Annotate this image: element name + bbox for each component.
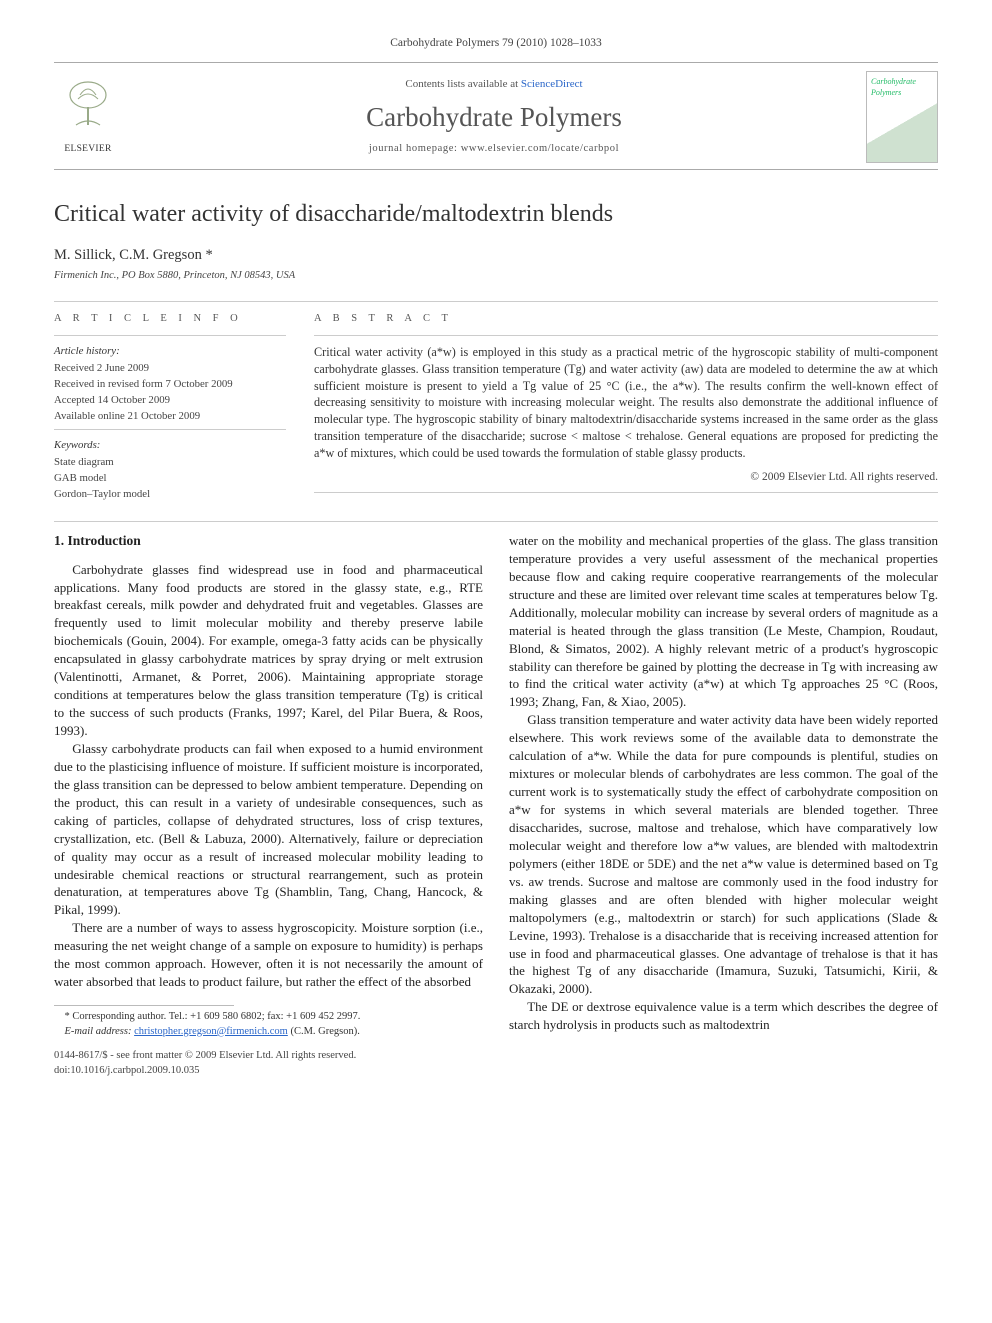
cover-title: Carbohydrate Polymers [871, 76, 937, 98]
keyword: Gordon–Taylor model [54, 487, 286, 502]
journal-homepage: journal homepage: www.elsevier.com/locat… [122, 142, 866, 156]
abstract-heading: A B S T R A C T [314, 312, 938, 326]
sciencedirect-link[interactable]: ScienceDirect [521, 78, 583, 90]
divider [314, 335, 938, 336]
contents-prefix: Contents lists available at [405, 78, 520, 90]
masthead-center: Contents lists available at ScienceDirec… [122, 77, 866, 156]
divider [54, 429, 286, 430]
abstract-text: Critical water activity (a*w) is employe… [314, 344, 938, 462]
contents-available: Contents lists available at ScienceDirec… [122, 77, 866, 92]
publisher-logo: ELSEVIER [54, 77, 122, 156]
publisher-name: ELSEVIER [54, 143, 122, 156]
masthead: ELSEVIER Contents lists available at Sci… [54, 62, 938, 170]
front-matter-block: 0144-8617/$ - see front matter © 2009 El… [54, 1049, 938, 1078]
journal-reference: Carbohydrate Polymers 79 (2010) 1028–103… [54, 36, 938, 52]
body-paragraph: There are a number of ways to assess hyg… [54, 919, 483, 991]
abstract-copyright: © 2009 Elsevier Ltd. All rights reserved… [314, 470, 938, 486]
email-after: (C.M. Gregson). [290, 1026, 359, 1037]
info-abstract-row: A R T I C L E I N F O Article history: R… [54, 312, 938, 503]
keywords-label: Keywords: [54, 438, 286, 453]
divider [54, 335, 286, 336]
history-received: Received 2 June 2009 [54, 361, 286, 376]
divider [314, 492, 938, 493]
body-paragraph: Glass transition temperature and water a… [509, 711, 938, 998]
divider [54, 301, 938, 302]
issn-line: 0144-8617/$ - see front matter © 2009 El… [54, 1049, 938, 1063]
authors: M. Sillick, C.M. Gregson * [54, 245, 938, 265]
history-online: Available online 21 October 2009 [54, 409, 286, 424]
article-info-column: A R T I C L E I N F O Article history: R… [54, 312, 286, 503]
body-paragraph: Carbohydrate glasses find widespread use… [54, 561, 483, 740]
journal-name: Carbohydrate Polymers [122, 99, 866, 136]
article-info-heading: A R T I C L E I N F O [54, 312, 286, 326]
journal-cover-thumbnail: Carbohydrate Polymers [866, 71, 938, 163]
body-paragraph: The DE or dextrose equivalence value is … [509, 998, 938, 1034]
email-footnote: E-mail address: christopher.gregson@firm… [54, 1025, 483, 1039]
body-two-columns: 1. Introduction Carbohydrate glasses fin… [54, 532, 938, 1039]
email-label: E-mail address: [65, 1026, 132, 1037]
divider [54, 521, 938, 522]
article-history-label: Article history: [54, 344, 286, 359]
affiliation: Firmenich Inc., PO Box 5880, Princeton, … [54, 269, 938, 283]
body-paragraph-continuation: water on the mobility and mechanical pro… [509, 532, 938, 711]
history-accepted: Accepted 14 October 2009 [54, 393, 286, 408]
corresponding-author-footnote: * Corresponding author. Tel.: +1 609 580… [54, 1010, 483, 1024]
doi-line: doi:10.1016/j.carbpol.2009.10.035 [54, 1064, 938, 1078]
article-title: Critical water activity of disaccharide/… [54, 198, 938, 231]
elsevier-tree-icon [58, 77, 118, 137]
footnote-divider [54, 1005, 234, 1006]
keyword: State diagram [54, 455, 286, 470]
history-revised: Received in revised form 7 October 2009 [54, 377, 286, 392]
section-heading: 1. Introduction [54, 532, 483, 551]
author-email-link[interactable]: christopher.gregson@firmenich.com [134, 1026, 288, 1037]
keyword: GAB model [54, 471, 286, 486]
body-paragraph: Glassy carbohydrate products can fail wh… [54, 740, 483, 919]
abstract-column: A B S T R A C T Critical water activity … [314, 312, 938, 503]
